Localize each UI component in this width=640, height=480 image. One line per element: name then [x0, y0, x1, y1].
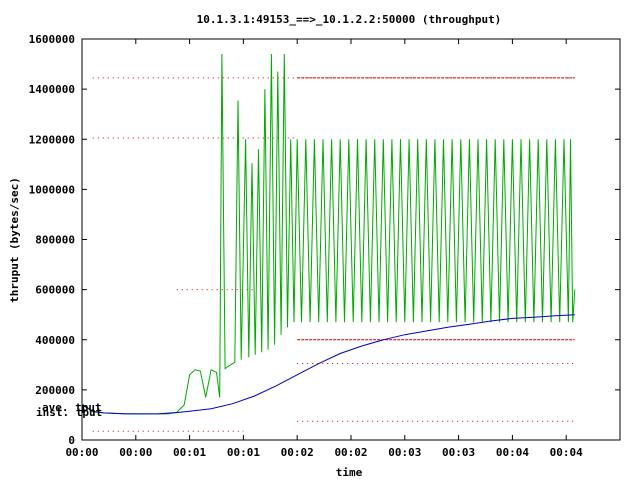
y-axis-label: thruput (bytes/sec)	[8, 177, 21, 303]
x-tick-label-9: 00:04	[550, 446, 583, 459]
y-tick-label-0: 0	[68, 434, 75, 447]
x-tick-label-5: 00:02	[334, 446, 367, 459]
y-tick-label-8: 1600000	[29, 33, 75, 46]
series-lines	[81, 53, 576, 415]
y-tick-label-2: 400000	[35, 334, 75, 347]
x-tick-label-6: 00:03	[388, 446, 421, 459]
axis-ticks: 00:00 00:00 00:01 00:01 00:02 00:02 00:03 00:03…	[29, 33, 620, 459]
x-axis-label: time	[336, 466, 363, 479]
y-tick-label-7: 1400000	[29, 83, 75, 96]
reference-lines	[92, 77, 575, 432]
x-tick-label-7: 00:03	[442, 446, 475, 459]
chart-title: 10.1.3.1:49153_==>_10.1.2.2:50000 (throu…	[197, 13, 502, 26]
x-tick-label-1: 00:00	[119, 446, 152, 459]
legend-label-inst-tput: inst. tput	[36, 406, 102, 419]
y-tick-label-4: 800000	[35, 234, 75, 247]
x-tick-label-8: 00:04	[496, 446, 529, 459]
legend-label-ave-tput: ave. tput	[42, 401, 102, 414]
y-tick-label-6: 1200000	[29, 133, 75, 146]
x-tick-label-4: 00:02	[281, 446, 314, 459]
y-tick-label-1: 200000	[35, 384, 75, 397]
series-line-inst-tput	[81, 53, 576, 415]
x-tick-label-0: 00:00	[65, 446, 98, 459]
y-tick-label-3: 600000	[35, 284, 75, 297]
series-line-ave-tput	[81, 314, 575, 415]
x-tick-label-2: 00:01	[173, 446, 206, 459]
y-tick-label-5: 1000000	[29, 183, 75, 196]
x-tick-label-3: 00:01	[227, 446, 260, 459]
